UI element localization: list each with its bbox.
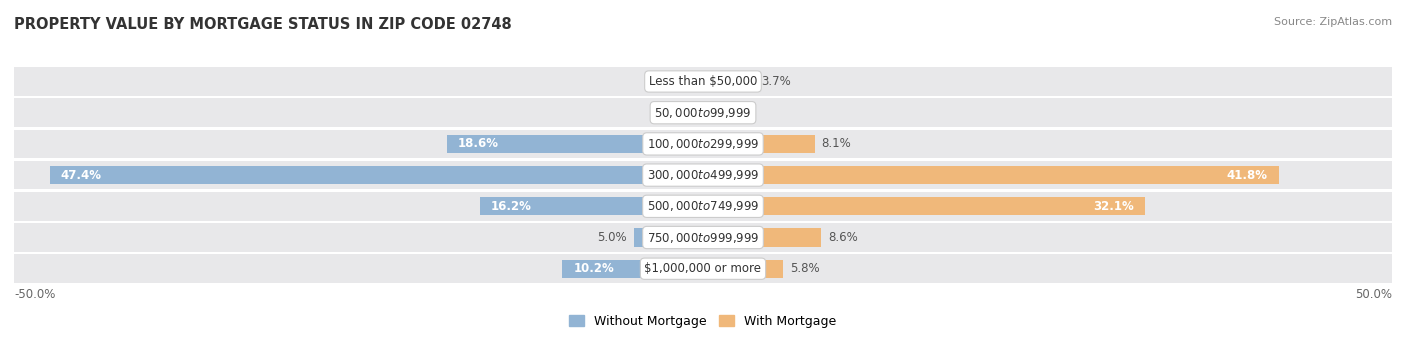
- Text: $1,000,000 or more: $1,000,000 or more: [644, 262, 762, 275]
- Bar: [634, 228, 703, 246]
- Text: 10.2%: 10.2%: [574, 262, 614, 275]
- Bar: [14, 98, 1392, 127]
- Text: -50.0%: -50.0%: [14, 288, 55, 301]
- Bar: [682, 72, 703, 90]
- Bar: [703, 260, 783, 278]
- Bar: [562, 260, 703, 278]
- Text: $300,000 to $499,999: $300,000 to $499,999: [647, 168, 759, 182]
- Text: 1.2%: 1.2%: [650, 106, 679, 119]
- Text: 32.1%: 32.1%: [1094, 200, 1135, 213]
- Bar: [703, 197, 1146, 215]
- Bar: [14, 254, 1392, 283]
- Text: 3.7%: 3.7%: [761, 75, 790, 88]
- Legend: Without Mortgage, With Mortgage: Without Mortgage, With Mortgage: [564, 310, 842, 333]
- Bar: [703, 135, 814, 153]
- Text: 0.0%: 0.0%: [710, 106, 740, 119]
- Text: $500,000 to $749,999: $500,000 to $749,999: [647, 199, 759, 213]
- Text: 16.2%: 16.2%: [491, 200, 531, 213]
- Bar: [703, 72, 754, 90]
- Text: 8.1%: 8.1%: [821, 137, 851, 150]
- Bar: [703, 228, 821, 246]
- Text: Source: ZipAtlas.com: Source: ZipAtlas.com: [1274, 17, 1392, 27]
- Text: $750,000 to $999,999: $750,000 to $999,999: [647, 231, 759, 244]
- Text: $100,000 to $299,999: $100,000 to $299,999: [647, 137, 759, 151]
- Bar: [447, 135, 703, 153]
- Text: 8.6%: 8.6%: [828, 231, 858, 244]
- Text: 5.8%: 5.8%: [790, 262, 820, 275]
- Text: Less than $50,000: Less than $50,000: [648, 75, 758, 88]
- Text: 50.0%: 50.0%: [1355, 288, 1392, 301]
- Bar: [479, 197, 703, 215]
- Bar: [14, 161, 1392, 189]
- Bar: [686, 104, 703, 122]
- Text: 18.6%: 18.6%: [458, 137, 499, 150]
- Bar: [14, 130, 1392, 158]
- Bar: [14, 67, 1392, 96]
- Text: 5.0%: 5.0%: [598, 231, 627, 244]
- Bar: [14, 192, 1392, 221]
- Bar: [14, 223, 1392, 252]
- Text: 47.4%: 47.4%: [60, 169, 101, 182]
- Bar: [49, 166, 703, 184]
- Text: 1.5%: 1.5%: [645, 75, 675, 88]
- Bar: [703, 166, 1279, 184]
- Text: $50,000 to $99,999: $50,000 to $99,999: [654, 106, 752, 120]
- Text: 41.8%: 41.8%: [1227, 169, 1268, 182]
- Text: PROPERTY VALUE BY MORTGAGE STATUS IN ZIP CODE 02748: PROPERTY VALUE BY MORTGAGE STATUS IN ZIP…: [14, 17, 512, 32]
